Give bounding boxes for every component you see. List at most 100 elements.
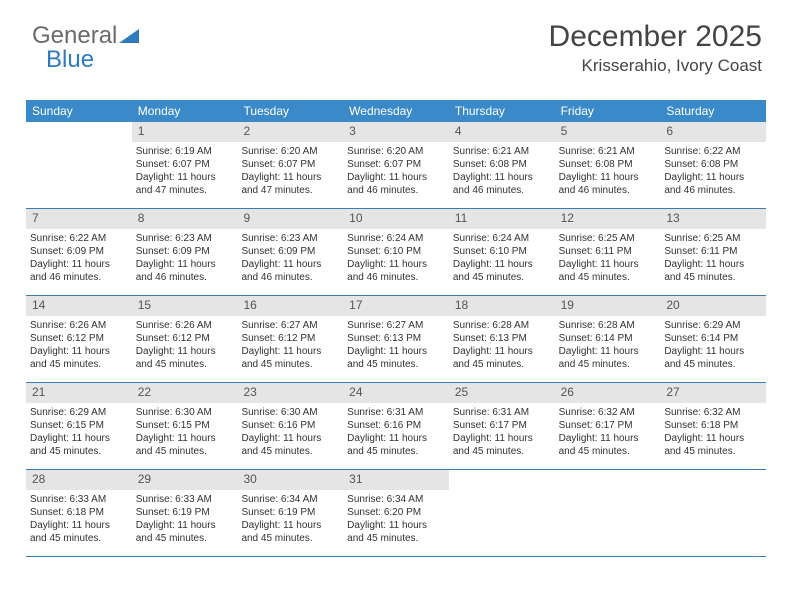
- calendar-day-cell: 7Sunrise: 6:22 AMSunset: 6:09 PMDaylight…: [26, 209, 132, 295]
- sunrise-text: Sunrise: 6:24 AM: [453, 232, 551, 245]
- day-number: 2: [237, 122, 343, 142]
- daylight-text: Daylight: 11 hours and 45 minutes.: [347, 345, 445, 371]
- sunrise-text: Sunrise: 6:26 AM: [30, 319, 128, 332]
- calendar-day-cell: [26, 122, 132, 208]
- calendar-day-cell: 12Sunrise: 6:25 AMSunset: 6:11 PMDayligh…: [555, 209, 661, 295]
- calendar-day-cell: 13Sunrise: 6:25 AMSunset: 6:11 PMDayligh…: [660, 209, 766, 295]
- sunset-text: Sunset: 6:17 PM: [559, 419, 657, 432]
- sunset-text: Sunset: 6:14 PM: [559, 332, 657, 345]
- sunset-text: Sunset: 6:12 PM: [136, 332, 234, 345]
- sunset-text: Sunset: 6:15 PM: [30, 419, 128, 432]
- day-number: 3: [343, 122, 449, 142]
- sunrise-text: Sunrise: 6:30 AM: [241, 406, 339, 419]
- daylight-text: Daylight: 11 hours and 45 minutes.: [453, 258, 551, 284]
- sunrise-text: Sunrise: 6:21 AM: [559, 145, 657, 158]
- day-number: 27: [660, 383, 766, 403]
- calendar-day-cell: 27Sunrise: 6:32 AMSunset: 6:18 PMDayligh…: [660, 383, 766, 469]
- calendar-day-cell: 31Sunrise: 6:34 AMSunset: 6:20 PMDayligh…: [343, 470, 449, 556]
- daylight-text: Daylight: 11 hours and 45 minutes.: [559, 432, 657, 458]
- day-number: 19: [555, 296, 661, 316]
- sunset-text: Sunset: 6:13 PM: [453, 332, 551, 345]
- calendar-day-cell: 24Sunrise: 6:31 AMSunset: 6:16 PMDayligh…: [343, 383, 449, 469]
- day-number: 18: [449, 296, 555, 316]
- sunset-text: Sunset: 6:18 PM: [664, 419, 762, 432]
- calendar-day-cell: 30 Sunrise: 6:34 AMSunset: 6:19 PMDayligh…: [237, 470, 343, 556]
- dayheader-tuesday: Tuesday: [237, 100, 343, 122]
- sunset-text: Sunset: 6:19 PM: [241, 506, 339, 519]
- calendar-day-cell: 28Sunrise: 6:33 AMSunset: 6:18 PMDayligh…: [26, 470, 132, 556]
- day-number: 17: [343, 296, 449, 316]
- calendar-day-cell: 10Sunrise: 6:24 AMSunset: 6:10 PMDayligh…: [343, 209, 449, 295]
- calendar-day-cell: 2 Sunrise: 6:20 AMSunset: 6:07 PMDaylight…: [237, 122, 343, 208]
- sunrise-text: Sunrise: 6:23 AM: [136, 232, 234, 245]
- sunrise-text: Sunrise: 6:20 AM: [241, 145, 339, 158]
- day-number: 15: [132, 296, 238, 316]
- sunset-text: Sunset: 6:16 PM: [241, 419, 339, 432]
- day-number: 13: [660, 209, 766, 229]
- day-number: 22: [132, 383, 238, 403]
- logo-text-blue: Blue: [46, 46, 94, 74]
- calendar-day-cell: [555, 470, 661, 556]
- sunset-text: Sunset: 6:12 PM: [30, 332, 128, 345]
- calendar-day-cell: 29Sunrise: 6:33 AMSunset: 6:19 PMDayligh…: [132, 470, 238, 556]
- calendar-week-row: 28Sunrise: 6:33 AMSunset: 6:18 PMDayligh…: [26, 470, 766, 557]
- dayheader-monday: Monday: [132, 100, 238, 122]
- day-number: 29: [132, 470, 238, 490]
- sunrise-text: Sunrise: 6:28 AM: [559, 319, 657, 332]
- day-number: 16: [237, 296, 343, 316]
- day-number: 1: [132, 122, 238, 142]
- sunset-text: Sunset: 6:07 PM: [241, 158, 339, 171]
- title-block: December 2025 Krisserahio, Ivory Coast: [549, 20, 762, 76]
- calendar-day-cell: 6Sunrise: 6:22 AMSunset: 6:08 PMDaylight…: [660, 122, 766, 208]
- sunset-text: Sunset: 6:07 PM: [136, 158, 234, 171]
- day-number: 21: [26, 383, 132, 403]
- day-number: 14: [26, 296, 132, 316]
- sunset-text: Sunset: 6:11 PM: [559, 245, 657, 258]
- daylight-text: Daylight: 11 hours and 45 minutes.: [241, 519, 339, 545]
- daylight-text: Daylight: 11 hours and 46 minutes.: [347, 171, 445, 197]
- sunset-text: Sunset: 6:09 PM: [241, 245, 339, 258]
- calendar-header-row: Sunday Monday Tuesday Wednesday Thursday…: [26, 100, 766, 122]
- calendar-day-cell: 20Sunrise: 6:29 AMSunset: 6:14 PMDayligh…: [660, 296, 766, 382]
- sunrise-text: Sunrise: 6:25 AM: [664, 232, 762, 245]
- calendar-day-cell: 3 Sunrise: 6:20 AMSunset: 6:07 PMDaylight…: [343, 122, 449, 208]
- calendar-day-cell: 18Sunrise: 6:28 AMSunset: 6:13 PMDayligh…: [449, 296, 555, 382]
- dayheader-wednesday: Wednesday: [343, 100, 449, 122]
- sunrise-text: Sunrise: 6:32 AM: [559, 406, 657, 419]
- calendar-day-cell: 21Sunrise: 6:29 AMSunset: 6:15 PMDayligh…: [26, 383, 132, 469]
- daylight-text: Daylight: 11 hours and 45 minutes.: [664, 345, 762, 371]
- calendar-day-cell: 25Sunrise: 6:31 AMSunset: 6:17 PMDayligh…: [449, 383, 555, 469]
- calendar-day-cell: 16Sunrise: 6:27 AMSunset: 6:12 PMDayligh…: [237, 296, 343, 382]
- sunrise-text: Sunrise: 6:25 AM: [559, 232, 657, 245]
- sunset-text: Sunset: 6:10 PM: [347, 245, 445, 258]
- day-number: 30: [237, 470, 343, 490]
- sunset-text: Sunset: 6:07 PM: [347, 158, 445, 171]
- dayheader-thursday: Thursday: [449, 100, 555, 122]
- calendar-week-row: 1Sunrise: 6:19 AMSunset: 6:07 PMDaylight…: [26, 122, 766, 209]
- sunrise-text: Sunrise: 6:33 AM: [30, 493, 128, 506]
- calendar-day-cell: 19Sunrise: 6:28 AMSunset: 6:14 PMDayligh…: [555, 296, 661, 382]
- day-number: 6: [660, 122, 766, 142]
- sunrise-text: Sunrise: 6:29 AM: [664, 319, 762, 332]
- day-number: 28: [26, 470, 132, 490]
- daylight-text: Daylight: 11 hours and 46 minutes.: [453, 171, 551, 197]
- sunrise-text: Sunrise: 6:33 AM: [136, 493, 234, 506]
- daylight-text: Daylight: 11 hours and 46 minutes.: [559, 171, 657, 197]
- page-title: December 2025: [549, 20, 762, 54]
- daylight-text: Daylight: 11 hours and 46 minutes.: [347, 258, 445, 284]
- sunrise-text: Sunrise: 6:20 AM: [347, 145, 445, 158]
- day-number: 11: [449, 209, 555, 229]
- sunrise-text: Sunrise: 6:32 AM: [664, 406, 762, 419]
- calendar-week-row: 7Sunrise: 6:22 AMSunset: 6:09 PMDaylight…: [26, 209, 766, 296]
- daylight-text: Daylight: 11 hours and 46 minutes.: [241, 258, 339, 284]
- day-number: 25: [449, 383, 555, 403]
- daylight-text: Daylight: 11 hours and 45 minutes.: [559, 258, 657, 284]
- sunrise-text: Sunrise: 6:34 AM: [241, 493, 339, 506]
- daylight-text: Daylight: 11 hours and 47 minutes.: [241, 171, 339, 197]
- calendar-week-row: 21Sunrise: 6:29 AMSunset: 6:15 PMDayligh…: [26, 383, 766, 470]
- sunrise-text: Sunrise: 6:19 AM: [136, 145, 234, 158]
- calendar-day-cell: 17Sunrise: 6:27 AMSunset: 6:13 PMDayligh…: [343, 296, 449, 382]
- dayheader-sunday: Sunday: [26, 100, 132, 122]
- day-number: 8: [132, 209, 238, 229]
- day-number: 26: [555, 383, 661, 403]
